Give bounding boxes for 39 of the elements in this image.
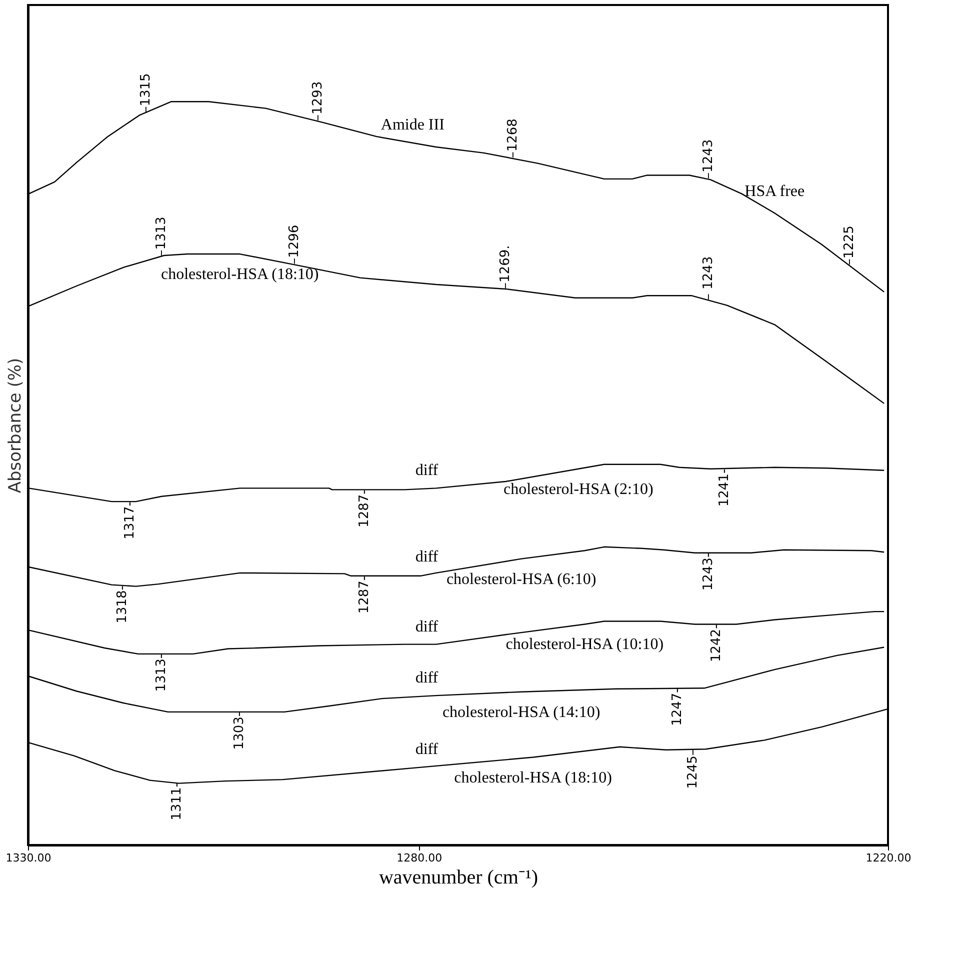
annotation: diff [415, 462, 439, 480]
series-label: cholesterol-HSA (2:10) [504, 480, 654, 498]
annotation: 1247- [670, 688, 685, 726]
annotation: 1311- [170, 782, 185, 820]
annotation: 1287- [357, 576, 372, 614]
series-label: cholesterol-HSA (14:10) [442, 704, 600, 721]
annotation: Amide III [380, 116, 444, 134]
annotation: diff [415, 548, 439, 566]
annotation: –1296 [286, 224, 302, 264]
annotation: –1243 [701, 139, 716, 179]
annotation: –1315 [138, 73, 154, 113]
series-label: cholesterol-HSA (18:10) [454, 769, 612, 786]
x-axis-title: wavenumber (cm⁻¹) [378, 866, 538, 888]
x-tick-label: 1330.00 [6, 852, 52, 864]
series-label: HSA free [744, 183, 805, 200]
annotation: 1287- [357, 489, 372, 528]
annotation: diff [415, 740, 439, 758]
series-label: cholesterol-HSA (10:10) [506, 636, 664, 654]
annotation: 1242- [709, 624, 724, 662]
annotation: –1268 [506, 118, 521, 158]
annotation: 1245– [686, 749, 701, 789]
annotation: 1303- [232, 712, 248, 750]
annotation: 1318- [114, 585, 130, 624]
annotation: –1293 [310, 81, 326, 121]
annotation: diff [415, 618, 439, 636]
series-label: cholesterol-HSA (18:10) [161, 266, 319, 284]
series-label: cholesterol-HSA (6:10) [446, 570, 596, 588]
annotation: –1313 [154, 216, 169, 256]
annotation: 1243- [701, 552, 716, 591]
annotation: diff [415, 670, 439, 687]
x-tick-label: 1220.00 [866, 852, 912, 864]
annotation: – 1243 [701, 256, 716, 300]
annotation: 1313- [154, 654, 169, 692]
x-tick-label: 1280.00 [396, 852, 442, 864]
y-axis-title: Absorbance (%) [6, 358, 26, 494]
annotation: 1241- [716, 468, 732, 507]
annotation: 1317- [122, 501, 138, 540]
annotation: –1225 [842, 226, 857, 266]
annotation: –1269. [498, 245, 513, 289]
